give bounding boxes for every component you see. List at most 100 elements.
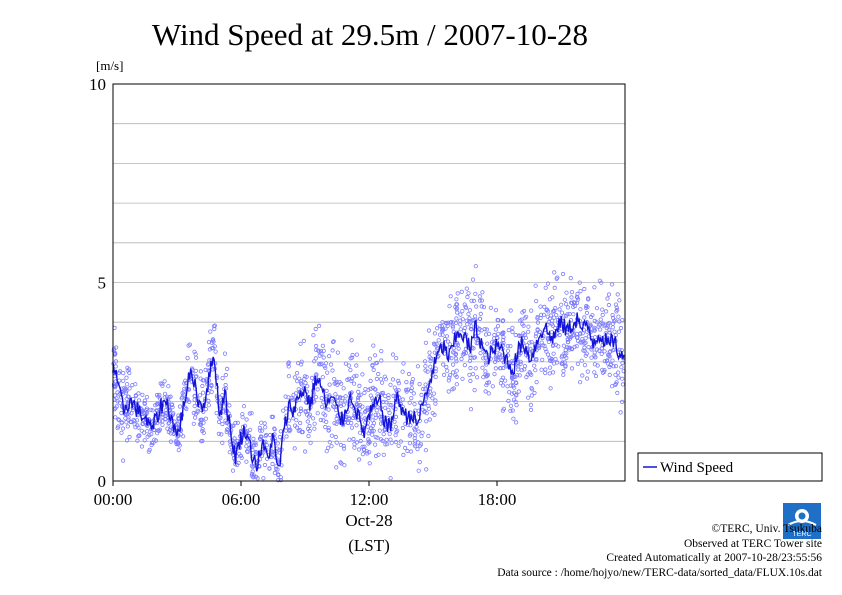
data-point bbox=[348, 367, 353, 373]
data-point bbox=[296, 428, 301, 433]
data-point bbox=[306, 408, 311, 413]
data-point bbox=[133, 425, 138, 430]
data-point bbox=[251, 436, 256, 441]
data-point bbox=[200, 428, 205, 434]
data-point bbox=[592, 335, 598, 340]
data-point bbox=[445, 320, 451, 325]
data-point bbox=[277, 459, 282, 464]
data-point bbox=[160, 422, 165, 427]
data-point bbox=[559, 302, 564, 307]
data-point bbox=[393, 424, 398, 429]
data-point bbox=[535, 320, 541, 325]
data-point bbox=[400, 425, 405, 431]
data-point bbox=[370, 362, 375, 368]
data-point bbox=[358, 438, 363, 444]
data-point bbox=[587, 323, 593, 328]
data-point bbox=[319, 351, 324, 356]
data-point bbox=[424, 419, 429, 424]
data-point bbox=[394, 355, 399, 361]
data-point bbox=[526, 329, 531, 334]
data-point bbox=[258, 436, 263, 441]
data-point bbox=[446, 378, 451, 383]
data-point bbox=[195, 410, 200, 415]
data-point bbox=[522, 363, 528, 369]
data-point bbox=[462, 302, 467, 307]
data-point bbox=[263, 425, 268, 430]
data-point bbox=[298, 381, 304, 386]
data-point bbox=[244, 444, 249, 449]
data-point bbox=[169, 402, 175, 407]
data-point bbox=[450, 362, 456, 367]
data-point bbox=[406, 371, 412, 377]
data-point bbox=[572, 344, 577, 349]
data-point bbox=[563, 313, 569, 319]
data-point bbox=[572, 303, 578, 309]
data-point bbox=[427, 393, 433, 398]
data-point bbox=[261, 476, 266, 481]
data-point bbox=[460, 376, 465, 381]
data-point bbox=[437, 332, 443, 337]
data-point bbox=[468, 326, 473, 331]
data-point bbox=[613, 363, 619, 369]
data-point bbox=[376, 371, 381, 377]
data-point bbox=[311, 392, 316, 398]
data-point bbox=[466, 291, 471, 296]
data-point bbox=[114, 345, 119, 350]
data-point bbox=[605, 296, 610, 301]
data-point bbox=[472, 314, 478, 319]
data-point bbox=[350, 352, 355, 358]
data-point bbox=[370, 432, 375, 437]
data-point bbox=[606, 292, 612, 297]
data-point bbox=[483, 352, 488, 357]
data-point bbox=[244, 417, 249, 422]
data-point bbox=[119, 420, 124, 426]
data-point bbox=[389, 402, 394, 408]
data-point bbox=[529, 372, 534, 377]
data-point bbox=[312, 359, 317, 364]
data-point bbox=[537, 344, 542, 349]
data-point bbox=[316, 361, 322, 367]
data-point bbox=[445, 339, 451, 344]
data-point bbox=[523, 335, 528, 340]
data-point bbox=[122, 387, 128, 392]
data-point bbox=[286, 374, 291, 379]
data-point bbox=[600, 312, 605, 318]
data-point bbox=[616, 370, 621, 375]
data-point bbox=[299, 359, 304, 364]
data-point bbox=[501, 365, 506, 371]
data-point bbox=[220, 440, 225, 445]
data-point bbox=[428, 356, 434, 361]
data-point bbox=[160, 381, 165, 386]
data-point bbox=[469, 298, 474, 303]
data-point bbox=[124, 375, 129, 380]
data-point bbox=[146, 449, 151, 454]
data-point bbox=[484, 383, 489, 388]
data-point bbox=[396, 443, 401, 448]
data-point bbox=[298, 420, 303, 426]
data-point bbox=[220, 421, 225, 427]
data-point bbox=[341, 446, 347, 451]
data-point bbox=[528, 407, 534, 412]
data-point bbox=[381, 452, 386, 457]
data-point bbox=[305, 384, 310, 389]
data-point bbox=[367, 356, 372, 361]
data-point bbox=[151, 440, 156, 445]
data-point bbox=[338, 403, 344, 408]
data-point bbox=[401, 361, 406, 366]
data-point bbox=[462, 362, 467, 368]
data-point bbox=[600, 307, 605, 312]
data-point bbox=[381, 431, 386, 437]
data-point bbox=[584, 376, 590, 381]
data-point bbox=[561, 368, 566, 374]
data-point bbox=[514, 373, 520, 378]
data-point bbox=[113, 384, 118, 390]
data-point bbox=[619, 365, 624, 370]
data-point bbox=[533, 283, 538, 288]
data-point bbox=[563, 301, 569, 307]
data-point bbox=[323, 361, 329, 366]
data-point bbox=[396, 381, 401, 386]
data-point bbox=[139, 444, 145, 449]
data-point bbox=[454, 302, 460, 307]
data-point bbox=[586, 297, 591, 302]
data-point bbox=[467, 316, 472, 321]
